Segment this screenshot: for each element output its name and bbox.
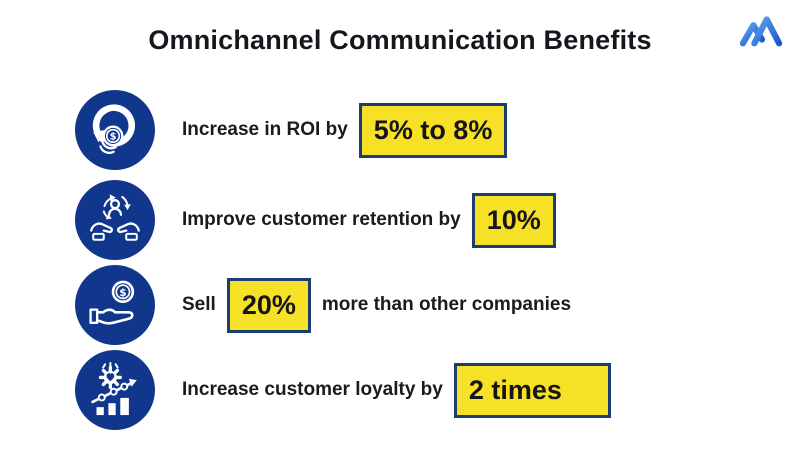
- highlight-value: 20%: [226, 277, 311, 333]
- benefit-row-retention: Improve customer retention by 10%: [75, 180, 556, 260]
- benefit-text-after: more than other companies: [321, 294, 572, 315]
- customer-loyalty-icon: [75, 350, 155, 430]
- svg-text:$: $: [119, 287, 126, 299]
- page-title: Omnichannel Communication Benefits: [148, 25, 652, 55]
- benefit-text: Sell: [182, 294, 216, 315]
- benefit-row-loyalty: Increase customer loyalty by 2 times: [75, 350, 611, 430]
- roi-increase-icon: $: [75, 90, 155, 170]
- benefit-row-roi: $ Increase in ROI by 5% to 8%: [75, 90, 508, 170]
- highlight-value: 2 times: [453, 362, 611, 418]
- benefit-row-sell: $ Sell 20% more than other companies: [75, 265, 571, 345]
- highlight-value: 10%: [471, 192, 556, 248]
- brand-logo-icon: [739, 16, 783, 47]
- benefit-text: Increase in ROI by: [182, 119, 348, 140]
- benefit-text: Increase customer loyalty by: [182, 379, 443, 400]
- benefit-text: Improve customer retention by: [182, 209, 461, 230]
- highlight-value: 5% to 8%: [358, 102, 508, 158]
- sell-more-icon: $: [75, 265, 155, 345]
- svg-text:$: $: [110, 132, 117, 143]
- customer-retention-icon: [75, 180, 155, 260]
